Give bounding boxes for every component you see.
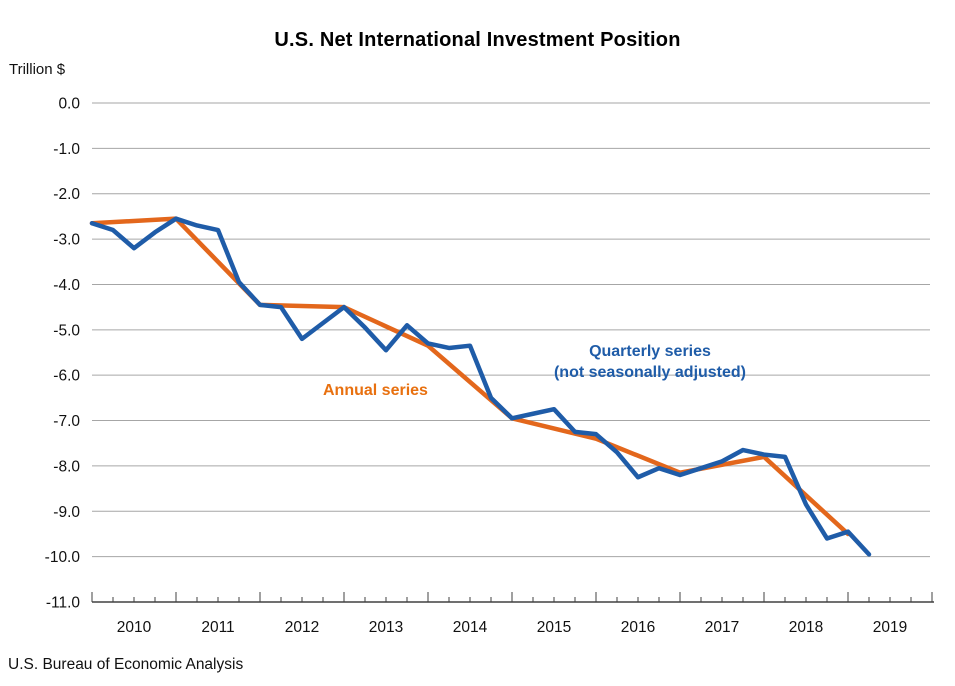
quarterly-series-label: Quarterly series (not seasonally adjuste… — [533, 341, 767, 383]
y-tick-label: -3.0 — [53, 232, 80, 249]
y-tick-label: -9.0 — [53, 504, 80, 521]
y-tick-label: 0.0 — [58, 96, 80, 113]
source-attribution: U.S. Bureau of Economic Analysis — [8, 656, 244, 673]
y-tick-label: -1.0 — [53, 141, 80, 158]
quarterly-series-line — [89, 216, 872, 557]
y-tick-label: -2.0 — [53, 186, 80, 203]
x-year-label: 2019 — [873, 619, 907, 636]
y-axis-unit-label: Trillion $ — [9, 61, 66, 78]
y-tick-label: -5.0 — [53, 322, 80, 339]
annual-series-line — [89, 216, 851, 537]
x-year-label: 2014 — [453, 619, 488, 636]
y-tick-label: -4.0 — [53, 277, 80, 294]
x-year-label: 2012 — [285, 619, 319, 636]
x-year-label: 2011 — [201, 619, 234, 636]
x-year-label: 2018 — [789, 619, 823, 636]
annual-series-label: Annual series — [323, 382, 428, 399]
y-tick-label: -11.0 — [46, 595, 81, 612]
x-year-label: 2016 — [621, 619, 655, 636]
y-tick-label: -7.0 — [53, 413, 80, 430]
y-tick-label: -6.0 — [53, 368, 80, 385]
chart-title: U.S. Net International Investment Positi… — [274, 29, 681, 51]
quarterly-series-label-line2: (not seasonally adjusted) — [553, 364, 747, 381]
x-year-label: 2010 — [117, 619, 152, 636]
x-year-label: 2015 — [537, 619, 571, 636]
x-year-label: 2017 — [705, 619, 739, 636]
x-year-label: 2013 — [369, 619, 403, 636]
y-tick-label: -10.0 — [45, 549, 81, 566]
y-tick-label: -8.0 — [53, 458, 80, 475]
quarterly-series-label-line1: Quarterly series — [589, 343, 711, 360]
